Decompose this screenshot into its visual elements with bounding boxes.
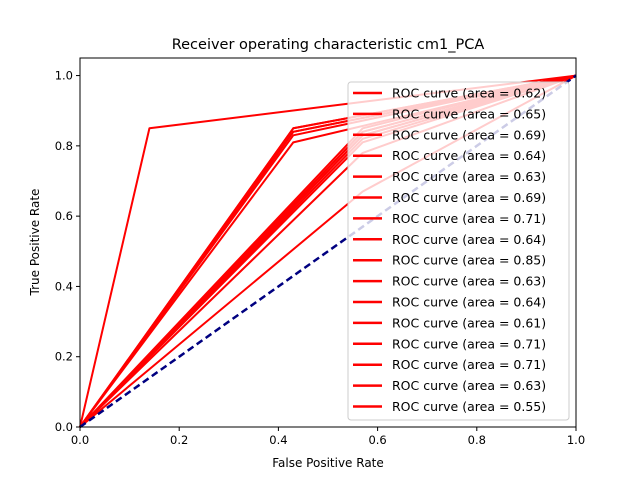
legend-label: ROC curve (area = 0.71) bbox=[392, 336, 546, 351]
legend-label: ROC curve (area = 0.64) bbox=[392, 295, 546, 310]
legend-label: ROC curve (area = 0.63) bbox=[392, 378, 546, 393]
legend-label: ROC curve (area = 0.55) bbox=[392, 399, 546, 414]
x-axis-label: False Positive Rate bbox=[272, 456, 384, 470]
legend: ROC curve (area = 0.62) ROC curve (area =… bbox=[347, 81, 570, 421]
y-tick-label: 0.0 bbox=[55, 420, 73, 434]
legend-items: ROC curve (area = 0.62) ROC curve (area =… bbox=[353, 86, 546, 414]
y-axis-ticks: 0.0 0.2 0.4 0.6 0.8 1.0 bbox=[55, 69, 80, 434]
legend-label: ROC curve (area = 0.63) bbox=[392, 169, 546, 184]
x-tick-label: 0.8 bbox=[468, 433, 486, 447]
x-tick-label: 0.0 bbox=[71, 433, 89, 447]
legend-label: ROC curve (area = 0.62) bbox=[392, 86, 546, 101]
x-tick-label: 1.0 bbox=[567, 433, 585, 447]
legend-label: ROC curve (area = 0.69) bbox=[392, 190, 546, 205]
chart-title: Receiver operating characteristic cm1_PC… bbox=[172, 37, 485, 53]
x-tick-label: 0.4 bbox=[269, 433, 287, 447]
legend-label: ROC curve (area = 0.85) bbox=[392, 253, 546, 268]
y-tick-label: 0.8 bbox=[55, 139, 73, 153]
legend-label: ROC curve (area = 0.69) bbox=[392, 127, 546, 142]
legend-label: ROC curve (area = 0.64) bbox=[392, 148, 546, 163]
y-tick-label: 1.0 bbox=[55, 69, 73, 83]
x-tick-label: 0.2 bbox=[170, 433, 188, 447]
plot-frame bbox=[79, 57, 577, 428]
y-tick-label: 0.4 bbox=[55, 279, 73, 293]
x-axis-ticks: 0.0 0.2 0.4 0.6 0.8 1.0 bbox=[71, 427, 585, 447]
legend-label: ROC curve (area = 0.61) bbox=[392, 315, 546, 330]
y-tick-label: 0.2 bbox=[55, 350, 73, 364]
legend-label: ROC curve (area = 0.64) bbox=[392, 232, 546, 247]
legend-label: ROC curve (area = 0.65) bbox=[392, 106, 546, 121]
legend-label: ROC curve (area = 0.71) bbox=[392, 357, 546, 372]
y-tick-label: 0.6 bbox=[55, 209, 73, 223]
x-tick-label: 0.6 bbox=[368, 433, 386, 447]
y-axis-label: True Positive Rate bbox=[28, 189, 42, 297]
legend-label: ROC curve (area = 0.63) bbox=[392, 274, 546, 289]
legend-label: ROC curve (area = 0.71) bbox=[392, 211, 546, 226]
legend-box bbox=[347, 81, 570, 421]
